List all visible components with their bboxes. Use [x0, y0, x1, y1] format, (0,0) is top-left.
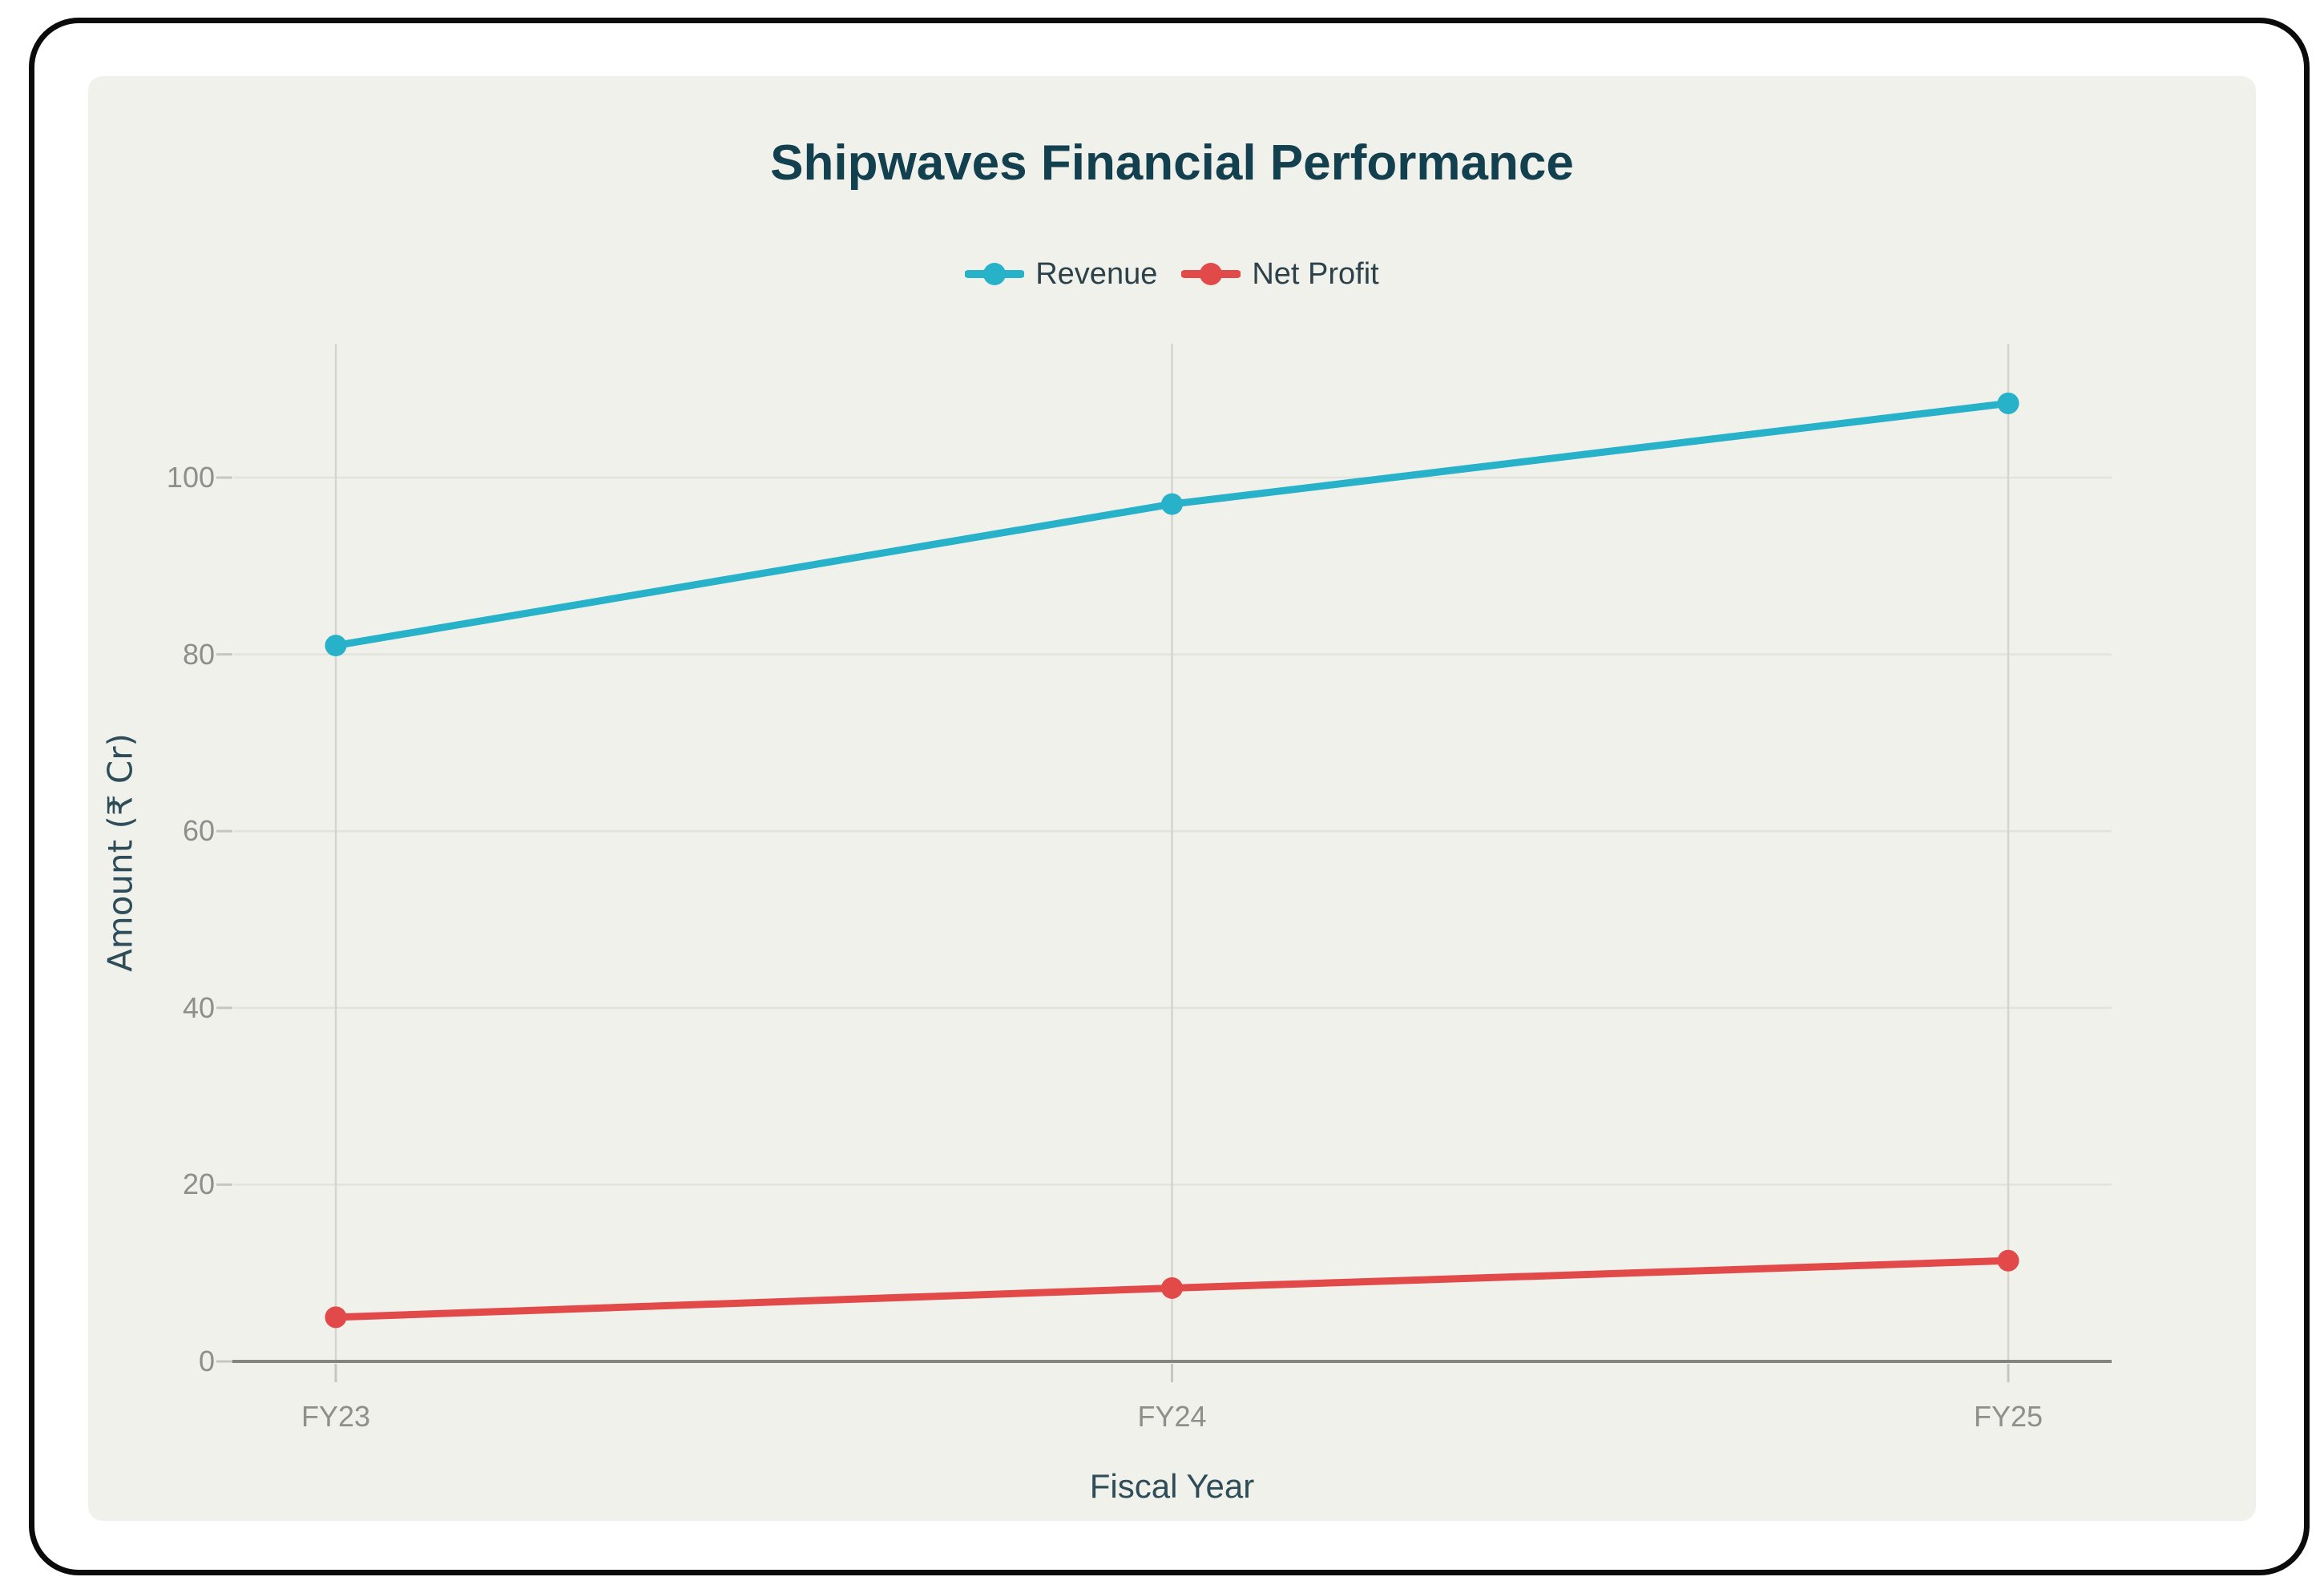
window-frame: [29, 18, 2310, 1575]
legend-item-revenue[interactable]: Revenue: [965, 257, 1157, 292]
legend-item-net-profit[interactable]: Net Profit: [1181, 256, 1379, 292]
y-tick-label: 100: [166, 461, 215, 494]
y-tick-label: 60: [182, 814, 215, 848]
y-tick-label: 40: [182, 990, 215, 1024]
x-tick-label: FY25: [1973, 1400, 2044, 1433]
net-profit-legend-marker-icon: [1181, 263, 1241, 285]
x-tick-label: FY23: [301, 1400, 371, 1433]
legend-label-net-profit: Net Profit: [1252, 256, 1379, 291]
x-axis-title: Fiscal Year: [1089, 1467, 1255, 1505]
y-tick-label: 0: [198, 1345, 215, 1377]
y-tick-label: 20: [182, 1168, 215, 1201]
y-axis-title: Amount (₹ Cr): [100, 733, 140, 972]
chart-legend: Revenue Net Profit: [88, 250, 2256, 298]
legend-label-revenue: Revenue: [1035, 256, 1158, 291]
chart-title: Shipwaves Financial Performance: [770, 135, 1574, 191]
y-tick-label: 80: [182, 637, 215, 671]
revenue-legend-marker-icon: [965, 263, 1025, 285]
x-tick-label: FY24: [1137, 1400, 1207, 1433]
